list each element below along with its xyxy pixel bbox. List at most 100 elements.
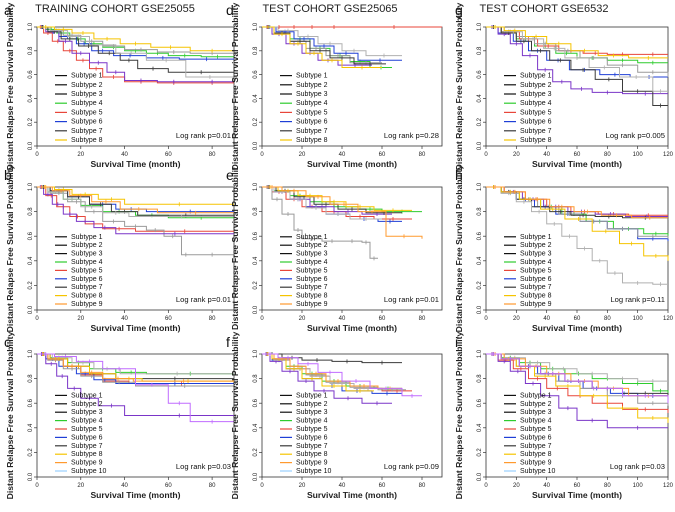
x-tick-label: 20 <box>299 316 306 322</box>
y-tick-label: 0.6 <box>253 70 259 79</box>
panel-c: c 0.0 0.2 0.4 0.6 0.8 1.0 0 20 40 60 80 Survival Tim… <box>4 331 235 500</box>
y-tick-label: 0.8 <box>28 46 34 55</box>
legend-entry: Subtype 10 <box>71 468 107 475</box>
legend-entry: Subtype 6 <box>71 119 103 126</box>
panel-g: g TEST COHORT GSE6532 0.0 0.2 0.4 0.6 0.8 1.0 0 2… <box>454 2 674 170</box>
x-tick-label: 60 <box>574 152 581 158</box>
y-tick-label: 0.0 <box>253 141 259 150</box>
plot-frame <box>261 353 443 478</box>
x-tick-label: 80 <box>604 152 611 158</box>
survival-curve-4 <box>486 186 669 239</box>
x-tick-label: 60 <box>379 483 386 489</box>
legend-entry: Subtype 9 <box>520 301 552 308</box>
x-tick-label: 120 <box>663 483 674 489</box>
legend-entry: Subtype 10 <box>520 468 556 475</box>
y-tick-label: 0.4 <box>28 423 34 432</box>
legend-entry: Subtype 6 <box>296 119 328 126</box>
y-tick-label: 0.0 <box>253 472 259 481</box>
legend-entry: Subtype 5 <box>520 426 552 433</box>
plot-frame <box>36 26 235 147</box>
y-tick-label: 0.6 <box>253 231 259 240</box>
survival-curve-5 <box>262 26 372 66</box>
y-tick-label: 0.6 <box>28 398 34 407</box>
y-axis-label: Distant Relapse Free Survival Probabilit… <box>230 331 240 499</box>
panel-letter: d <box>226 2 234 18</box>
legend-entry: Subtype 1 <box>71 234 103 241</box>
panel-letter: h <box>455 167 463 183</box>
survival-curve-3 <box>262 26 402 61</box>
panel-d: d TEST COHORT GSE25065 0.0 0.2 0.4 0.6 0.8 1.0 0… <box>226 2 443 170</box>
legend-entry: Subtype 6 <box>296 276 328 283</box>
x-tick-label: 40 <box>543 483 550 489</box>
y-tick-label: 1.0 <box>28 182 34 191</box>
legend-entry: Subtype 7 <box>71 128 103 135</box>
legend-entry: Subtype 9 <box>520 460 552 467</box>
x-tick-label: 60 <box>165 152 172 158</box>
x-tick-label: 60 <box>379 316 386 322</box>
legend-entry: Subtype 1 <box>71 392 103 399</box>
column-title: TRAINING COHORT GSE25055 <box>35 3 195 15</box>
legend-entry: Subtype 8 <box>71 451 103 458</box>
y-tick-label: 1.0 <box>28 22 34 31</box>
survival-curve-2 <box>486 353 669 413</box>
y-tick-label: 0.2 <box>477 448 483 457</box>
x-tick-label: 40 <box>121 316 128 322</box>
legend-entry: Subtype 5 <box>71 426 103 433</box>
survival-curve-9 <box>37 353 234 382</box>
y-tick-label: 0.2 <box>28 281 34 290</box>
plot-frame <box>36 186 235 311</box>
x-tick-label: 60 <box>165 316 172 322</box>
legend-entry: Subtype 8 <box>520 293 552 300</box>
panel-letter: e <box>226 167 234 183</box>
legend-entry: Subtype 6 <box>520 276 552 283</box>
x-tick-label: 80 <box>209 316 216 322</box>
panel-letter: g <box>455 2 463 18</box>
y-tick-label: 0.6 <box>477 231 483 240</box>
legend-entry: Subtype 3 <box>296 409 328 416</box>
y-tick-label: 1.0 <box>477 22 483 31</box>
logrank-annotation: Log rank p=0.28 <box>384 131 439 140</box>
y-tick-label: 0.0 <box>28 141 34 150</box>
legend-entry: Subtype 8 <box>71 137 103 144</box>
x-tick-label: 20 <box>299 483 306 489</box>
y-tick-label: 0.2 <box>28 117 34 126</box>
y-axis-label: Distant Relapse Free Survival Probabilit… <box>5 164 15 332</box>
legend-entry: Subtype 9 <box>296 460 328 467</box>
legend-entry: Subtype 3 <box>296 91 328 98</box>
x-tick-label: 0 <box>35 316 39 322</box>
legend-entry: Subtype 1 <box>296 73 328 80</box>
logrank-annotation: Log rank p=0.03 <box>176 462 231 471</box>
panel-letter: b <box>4 167 12 183</box>
legend-entry: Subtype 4 <box>520 100 552 107</box>
survival-curve-8 <box>486 186 669 261</box>
legend-entry: Subtype 5 <box>296 267 328 274</box>
x-tick-label: 40 <box>339 483 346 489</box>
x-tick-label: 0 <box>260 316 264 322</box>
y-tick-label: 1.0 <box>28 349 34 358</box>
y-tick-label: 0.2 <box>477 117 483 126</box>
plot-frame <box>485 26 669 147</box>
x-tick-label: 20 <box>299 152 306 158</box>
y-tick-label: 0.2 <box>477 281 483 290</box>
legend-entry: Subtype 4 <box>296 418 328 425</box>
legend-entry: Subtype 8 <box>296 137 328 144</box>
y-axis-label: Distant Relapse Free Survival Probabilit… <box>454 164 464 332</box>
legend-entry: Subtype 3 <box>520 251 552 258</box>
legend-entry: Subtype 3 <box>520 91 552 98</box>
survival-curve-9 <box>37 186 234 214</box>
y-tick-label: 0.6 <box>28 231 34 240</box>
y-axis-label: Distant Relapse Free Survival Probabilit… <box>454 2 464 170</box>
panel-letter: a <box>4 2 12 18</box>
y-tick-label: 0.0 <box>477 141 483 150</box>
logrank-annotation: Log rank p=0.11 <box>610 295 665 304</box>
legend-entry: Subtype 2 <box>71 401 103 408</box>
y-tick-label: 1.0 <box>477 182 483 191</box>
x-tick-label: 60 <box>574 316 581 322</box>
legend-entry: Subtype 5 <box>71 267 103 274</box>
y-axis-label: Distant Relapse Free Survival Probabilit… <box>454 331 464 499</box>
legend-entry: Subtype 5 <box>296 109 328 116</box>
x-tick-label: 100 <box>633 152 644 158</box>
y-tick-label: 0.4 <box>253 94 259 103</box>
survival-curve-8 <box>262 353 374 392</box>
